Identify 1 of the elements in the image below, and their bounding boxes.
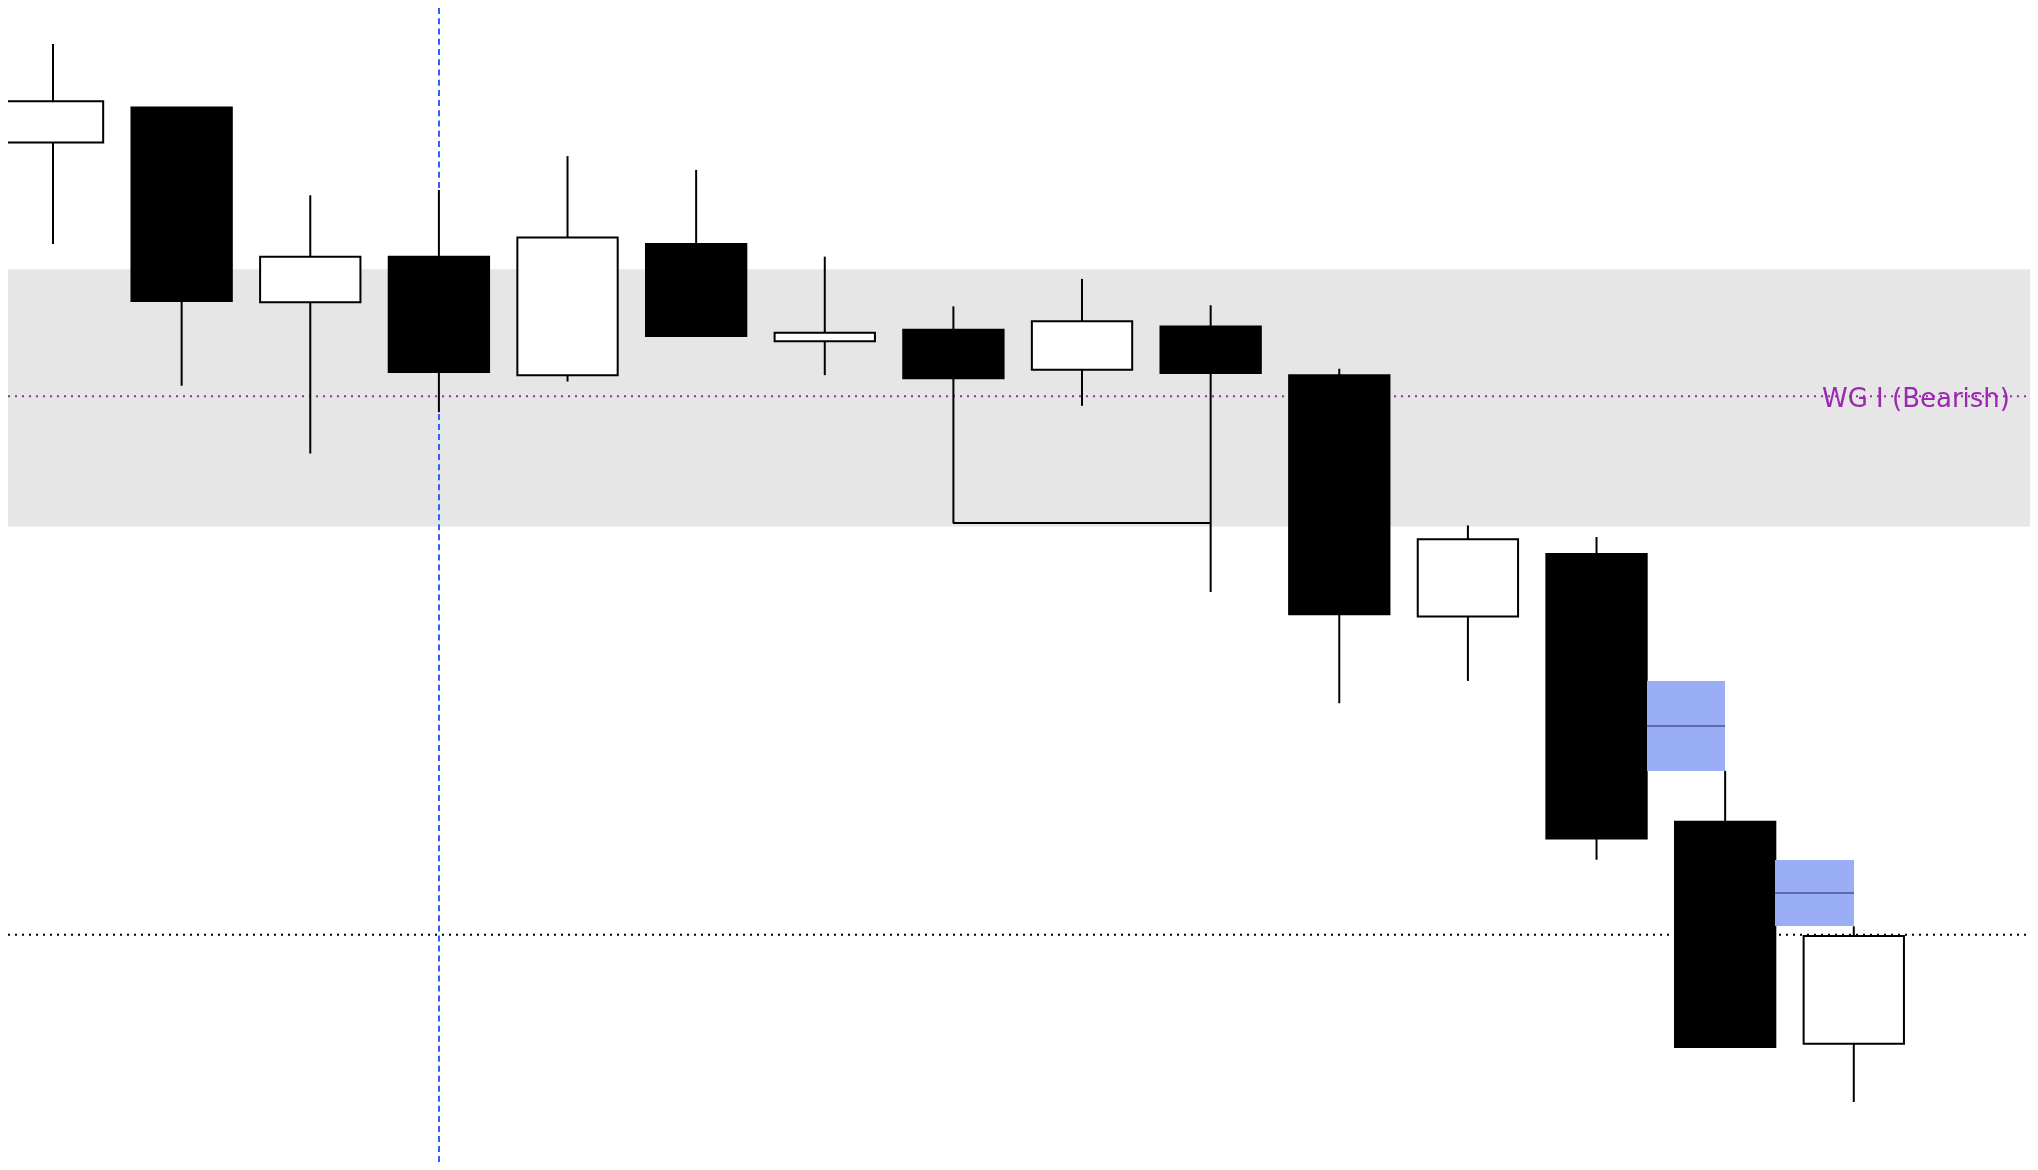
ref-line-label: WG I (Bearish) [1821,383,2010,414]
